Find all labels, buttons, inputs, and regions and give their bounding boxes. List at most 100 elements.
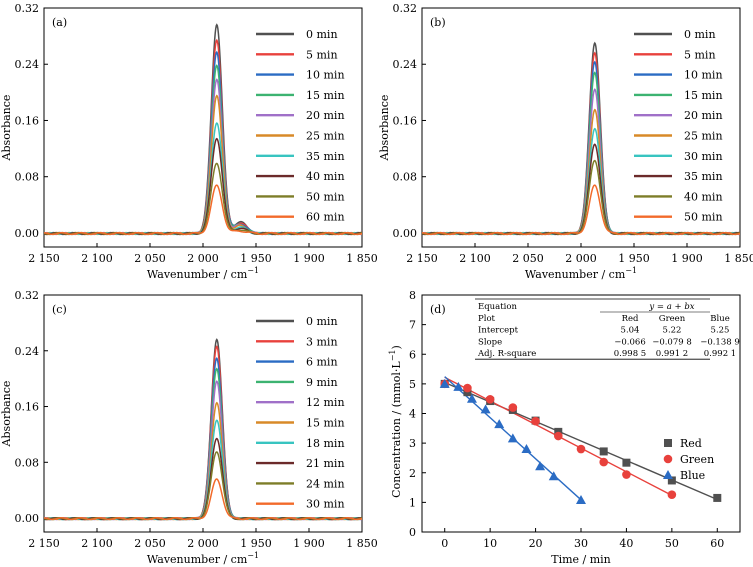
x-tick-label: 1 900 [293,252,325,265]
y-tick-label: 3 [409,437,416,450]
panel-label: (c) [52,303,67,316]
x-tick-label: 60 [710,537,724,550]
x-tick-label: 2 050 [134,252,166,265]
series-line-30-min [44,478,362,521]
table-cell: Slope [478,337,502,347]
x-tick-label: 2 100 [81,252,113,265]
y-tick-label: 0.24 [15,345,40,358]
y-tick-label: 0.08 [15,171,40,184]
y-tick-label: 4 [409,408,416,421]
legend-label: 25 min [306,130,345,143]
y-tick-label: 0.24 [393,58,418,71]
series-group [44,23,362,236]
legend-label: 25 min [684,130,723,143]
table-equation-label: Equation [478,302,517,312]
x-axis-label-sup: −1 [247,551,259,560]
y-tick-label: 1 [409,496,416,509]
y-tick-label: 7 [409,319,416,332]
panel-label: (a) [52,16,67,29]
table-header-cell: Blue [710,314,729,324]
panel-label: (d) [430,303,446,316]
table-cell: 0.992 1 [704,349,736,359]
legend-marker [663,470,673,479]
x-axis-label: Time / min [551,553,611,566]
data-point-blue [535,461,546,471]
legend-label: 3 min [306,335,338,348]
series-line-50-min [422,184,740,236]
data-point-blue [548,471,559,481]
legend-label: 10 min [306,69,345,82]
x-axis-label-main: Wavenumber / cm [147,553,248,566]
legend-label: 20 min [306,109,345,122]
y-axis-label: Absorbance [0,381,13,448]
data-point-blue [494,419,505,429]
data-point-green [622,470,631,479]
x-tick-label: 1 900 [293,537,325,550]
y-tick-label: 0.16 [15,401,40,414]
table-cell: 5.25 [711,326,730,336]
x-tick-label: 1 950 [618,252,650,265]
x-tick-label: 1 850 [346,537,378,550]
y-tick-label: 6 [409,348,416,361]
legend-label: 9 min [306,376,338,389]
x-tick-label: 2 050 [134,537,166,550]
x-tick-label: 1 950 [240,252,272,265]
y-tick-label: 0.00 [393,227,418,240]
y-tick-label: 0 [409,526,416,539]
panel-b: 2 150 2 100 2 050 2 000 1 950 1 900 1 850 0.00 0… [378,2,753,281]
y-tick-label: 0.00 [15,227,40,240]
x-tick-label: 2 150 [28,252,60,265]
data-point-blue [453,381,464,391]
legend-label: 15 min [684,89,723,102]
table-header-cell: Plot [478,314,496,324]
x-tick-label: 10 [483,537,497,550]
series-line-60-min [44,184,362,236]
x-tick-label: 2 100 [81,537,113,550]
table-header-cell: Green [659,314,686,324]
legend-label: Green [680,453,714,466]
legend-marker [663,454,673,464]
table-cell: 0.998 5 [614,349,646,359]
data-point-green [485,394,495,404]
legend-label: 6 min [306,356,338,369]
x-axis-label-main: Wavenumber / cm [525,268,626,281]
table-cell: −0.066 [614,337,645,347]
legend-label: 0 min [684,28,716,41]
data-point-blue [480,404,491,414]
series-group [44,338,362,521]
x-tick-label: 50 [665,537,679,550]
legend-label: 40 min [306,170,345,183]
x-tick-label: 2 150 [28,537,60,550]
legend-label: 12 min [306,396,345,409]
y-axis-label: Absorbance [0,95,13,162]
y-axis-label: Absorbance [378,95,391,162]
data-point-green [508,403,518,412]
x-axis-label-main: Wavenumber / cm [147,268,248,281]
table-cell: −0.079 8 [652,337,692,347]
y-tick-label: 2 [409,467,416,480]
y-axis-label-sup: −1 [388,349,397,361]
x-axis-label-sup: −1 [247,266,259,275]
legend-label: 5 min [684,48,716,61]
x-tick-label: 0 [441,537,448,550]
legend-label: 50 min [684,211,723,224]
x-tick-label: 1 950 [240,537,272,550]
y-axis-label-tail: ) [390,345,403,349]
data-point-green [463,383,472,393]
x-tick-label: 1 850 [346,252,378,265]
x-tick-label: 2 000 [565,252,597,265]
x-tick-label: 40 [619,537,633,550]
legend-label: 15 min [306,417,345,430]
legend-label: 35 min [684,170,723,183]
stats-table: Equation y = a + bx Plot Red Green Blue Interc… [475,298,740,360]
table-cell: 5.22 [663,326,682,336]
data-point-red [599,447,608,456]
legend-label: 5 min [306,48,338,61]
y-tick-label: 8 [409,289,416,302]
legend-label: 20 min [684,109,723,122]
series-line-10-min [422,60,740,236]
legend-label: 35 min [306,150,345,163]
legend-label: Red [680,437,702,450]
data-point-blue [466,393,477,403]
legend-label: 18 min [306,437,345,450]
